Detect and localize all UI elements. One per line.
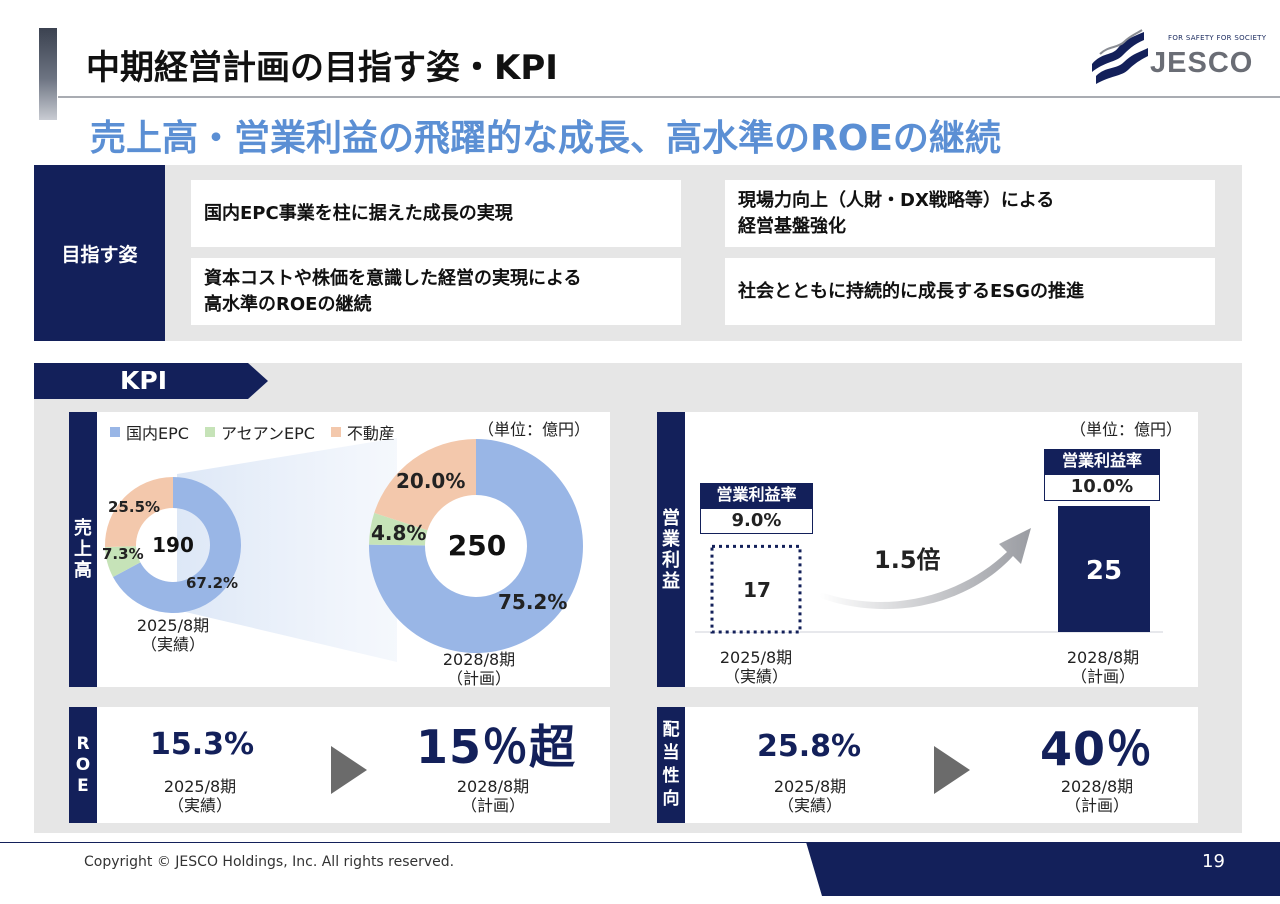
donut-plan-label-domestic: 75.2%: [498, 590, 568, 614]
donut-plan: [368, 439, 583, 653]
donut-actual-label-asean: 7.3%: [102, 545, 144, 563]
margin-value-plan: 10.0%: [1044, 474, 1160, 501]
legend-label: アセアンEPC: [220, 424, 315, 443]
payout-actual-value: 25.8%: [757, 729, 862, 764]
op-income-plan-period: 2028/8期 （計画）: [1066, 648, 1140, 686]
op-income-unit-label: （単位：億円）: [1070, 420, 1183, 439]
goals-label: 目指す姿: [61, 244, 138, 266]
title-accent-bar: [39, 28, 57, 120]
roe-actual-value: 15.3%: [150, 727, 255, 762]
donut-actual-slice-domestic: [113, 477, 241, 613]
op-income-actual-value: 17: [743, 578, 771, 602]
copyright-text: Copyright © JESCO Holdings, Inc. All rig…: [84, 854, 455, 870]
donut-connector-shape: [177, 438, 397, 662]
op-income-actual-period: 2025/8期 （実績）: [719, 648, 793, 686]
donut-plan-slice-domestic: [368, 439, 583, 653]
logo-wordmark: JESCO: [1150, 47, 1254, 79]
sales-unit-label: （単位：億円）: [478, 420, 591, 439]
donut-actual-total: 190: [152, 533, 194, 557]
roe-arrow-icon: [331, 746, 367, 794]
donut-actual-period: 2025/8期 （実績）: [136, 616, 210, 654]
legend-label: 不動産: [346, 424, 395, 443]
legend-swatch-realestate: [330, 427, 341, 437]
op-income-bars: [710, 506, 1150, 634]
op-income-plan-value: 25: [1085, 556, 1123, 586]
payout-plan-value: 40％: [1040, 722, 1154, 776]
growth-arrow-icon: [820, 528, 1031, 610]
donut-plan-slice-realestate: [374, 439, 476, 531]
logo-tagline: FOR SAFETY FOR SOCIETY: [1168, 34, 1267, 42]
roe-plan-value: 15％超: [416, 720, 577, 774]
roe-plan-period: 2028/8期 （計画）: [456, 777, 530, 815]
jesco-logo-icon: [1092, 29, 1148, 84]
goals-label-box: [34, 165, 165, 341]
page-number: 19: [1202, 851, 1225, 872]
sales-side-label: 売 上 高: [69, 412, 97, 687]
footer-divider: [0, 842, 820, 843]
payout-card: [657, 707, 1198, 823]
op-income-side-label: 営 業 利 益: [657, 412, 685, 687]
goal-item: 現場力向上（人財・DX戦略等）による 経営基盤強化: [725, 180, 1215, 247]
op-income-bar-plan: [1058, 506, 1150, 632]
op-income-bar-chart: [695, 506, 1163, 634]
donut-plan-total: 250: [447, 529, 507, 562]
margin-value-actual: 9.0%: [700, 508, 813, 534]
op-income-bar-actual: [710, 544, 802, 634]
donut-actual-label-domestic: 67.2%: [186, 574, 239, 592]
kpi-tab-label: KPI: [120, 366, 167, 395]
payout-side-label: 配 当 性 向: [657, 707, 685, 823]
roe-side-label: R O E: [69, 707, 97, 823]
donut-plan-label-asean: 4.8%: [371, 521, 427, 545]
sales-donut-charts: [105, 438, 583, 662]
roe-actual-period: 2025/8期 （実績）: [163, 777, 237, 815]
page-subtitle: 売上高・営業利益の飛躍的な成長、高水準のROEの継続: [90, 118, 1001, 159]
header-divider: [58, 96, 1280, 98]
footer-band: [806, 842, 1280, 896]
growth-multiple: 1.5倍: [874, 546, 941, 574]
goal-item: 資本コストや株価を意識した経営の実現による 高水準のROEの継続: [191, 258, 681, 325]
legend-label: 国内EPC: [126, 424, 189, 443]
payout-arrow-icon: [934, 746, 970, 794]
donut-plan-slice-asean: [369, 512, 428, 546]
donut-actual-slice-realestate: [105, 477, 173, 548]
donut-actual-label-realestate: 25.5%: [108, 498, 161, 516]
goal-item: 社会とともに持続的に成長するESGの推進: [725, 258, 1215, 325]
payout-actual-period: 2025/8期 （実績）: [773, 777, 847, 815]
payout-plan-period: 2028/8期 （計画）: [1060, 777, 1134, 815]
donut-plan-label-realestate: 20.0%: [396, 469, 466, 493]
goal-item: 国内EPC事業を柱に据えた成長の実現: [191, 180, 681, 247]
margin-heading-actual: 営業利益率: [700, 483, 813, 508]
donut-actual-slice-asean: [105, 546, 141, 578]
kpi-tab: [34, 363, 268, 399]
margin-heading-plan: 営業利益率: [1044, 449, 1160, 474]
page-title: 中期経営計画の目指す姿・KPI: [86, 48, 558, 88]
donut-actual: [105, 477, 241, 613]
legend-swatch-domestic: [110, 427, 120, 437]
sales-legend: 国内EPC アセアンEPC 不動産: [110, 420, 395, 444]
donut-plan-period: 2028/8期 （計画）: [442, 650, 516, 688]
legend-swatch-asean: [204, 427, 215, 437]
